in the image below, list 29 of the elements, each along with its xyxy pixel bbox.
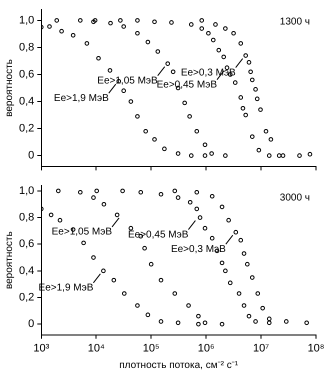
- x-tick-label: 10⁷: [252, 342, 270, 354]
- annotation: Ee>1,05 MэВ: [97, 75, 158, 86]
- y-tick-label: 1,0: [18, 14, 34, 26]
- x-tick-label: 10³: [33, 342, 50, 354]
- annotation: 3000 ч: [280, 192, 310, 204]
- y-tick-label: 0,8: [18, 41, 34, 54]
- annotation: 1300 ч: [280, 16, 310, 28]
- x-tick-label: 10⁶: [198, 342, 214, 354]
- annotation: Ee>0,3 MэВ: [170, 244, 226, 255]
- y-tick-label: 0,8: [18, 212, 34, 224]
- x-tick-label: 10⁸: [308, 342, 324, 354]
- x-tick-label: 10⁴: [88, 342, 105, 354]
- x-tick-label: 10⁵: [142, 342, 160, 354]
- annotation: Ee>0,45 MэВ: [156, 79, 218, 90]
- y-tick-label: 0,2: [18, 292, 34, 304]
- y-tick-label: 1,0: [18, 184, 34, 197]
- annotation: Ee>1,9 MэВ: [54, 92, 110, 104]
- y-tick-label: 0,6: [18, 68, 34, 81]
- y-tick-label: 0,6: [18, 238, 34, 250]
- x-axis-title: плотность потока, см⁻² с⁻¹: [119, 360, 239, 371]
- y-tick-label: 0,2: [18, 122, 34, 135]
- y-axis-title: вероятность: [4, 231, 15, 290]
- annotation: Ee>1,05 MэВ: [52, 226, 112, 238]
- y-tick-label: 0: [28, 318, 34, 330]
- y-tick-label: 0,4: [18, 264, 34, 277]
- y-tick-label: 0: [28, 150, 34, 162]
- y-axis-title: вероятность: [4, 59, 15, 117]
- annotation: Ee>0,45 MэВ: [128, 229, 189, 240]
- y-tick-label: 0,4: [18, 96, 34, 108]
